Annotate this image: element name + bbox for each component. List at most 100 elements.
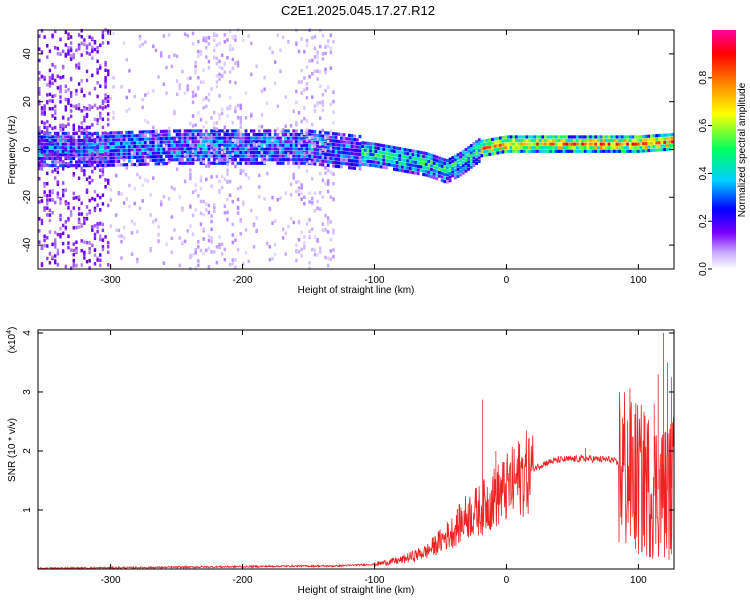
spectrogram-cell [456, 160, 460, 164]
spectrogram-cell [427, 170, 431, 174]
spectrogram-cell [345, 144, 349, 148]
spectrogram-noise-cell [313, 109, 317, 113]
spectrogram-cell [342, 140, 346, 144]
spectrogram-cell [469, 154, 473, 159]
spectrogram-cell [143, 158, 147, 163]
spectrogram-cell [191, 129, 195, 133]
spectrogram-noise-cell [80, 223, 83, 227]
spectrogram-cell [636, 142, 640, 146]
spectrogram-noise-cell [189, 205, 192, 209]
spectrogram-noise-cell [223, 247, 227, 252]
spectrogram-noise-cell [64, 108, 68, 112]
spectrogram-cell [112, 134, 115, 139]
spectrogram-noise-cell [194, 266, 197, 270]
spectrogram-noise-cell [210, 219, 213, 224]
spectrogram-cell [64, 135, 68, 139]
spectrogram-noise-cell [215, 127, 219, 132]
spectrogram-cell [618, 142, 622, 146]
spectrogram-cell [634, 149, 637, 153]
spectrogram-noise-cell [61, 166, 65, 171]
spectrogram-noise-cell [239, 232, 242, 236]
spectrogram-noise-cell [72, 264, 75, 268]
spectrogram-cell [605, 138, 608, 143]
spectrogram-cell [549, 138, 553, 143]
spectrogram-noise-cell [303, 244, 306, 249]
spectrogram-cell [167, 158, 171, 162]
spectrogram-cell [416, 150, 420, 154]
spectrogram-cell [491, 152, 494, 156]
spectrogram-cell [435, 159, 439, 163]
spectrogram-cell [120, 141, 123, 145]
spectrogram-cell [658, 141, 661, 145]
spectrogram-cell [350, 159, 354, 163]
spectrogram-noise-cell [144, 40, 147, 44]
spectrogram-noise-cell [332, 90, 335, 95]
spectrogram-cell [207, 132, 211, 137]
spectrogram-cell [165, 133, 168, 137]
spectrogram-cell [554, 142, 558, 146]
spectrogram-cell [316, 144, 319, 148]
spectrogram-cell [37, 135, 41, 139]
spectrogram-cell [597, 138, 600, 143]
spectrogram-noise-cell [51, 74, 54, 79]
spectrogram-cell [64, 131, 68, 135]
spectrogram-noise-cell [85, 125, 89, 130]
spectrogram-cell [636, 146, 640, 150]
spectrogram-noise-cell [59, 95, 62, 99]
spectrogram-cell [45, 146, 49, 150]
spectrogram-cell [467, 160, 471, 164]
spectrogram-cell [575, 142, 579, 146]
spectrogram-cell [438, 174, 441, 178]
spectrogram-noise-cell [88, 241, 91, 245]
spectrogram-cell [660, 144, 664, 148]
spectrogram-cell [337, 132, 341, 136]
spectrogram-cell [337, 157, 341, 161]
spectrogram-cell [53, 164, 57, 168]
spectrogram-noise-cell [324, 255, 327, 260]
spectrogram-cell [316, 155, 319, 159]
spectrogram-noise-cell [88, 125, 91, 130]
spectrogram-cell [634, 135, 637, 139]
spectrogram-noise-cell [96, 256, 99, 261]
spectrogram-cell [178, 136, 182, 140]
spectrogram-cell [567, 146, 571, 150]
spectrogram-noise-cell [64, 225, 68, 230]
spectrogram-noise-cell [305, 65, 309, 69]
spectrogram-cell [138, 130, 142, 134]
spectrogram-noise-cell [80, 87, 83, 92]
spectrogram-noise-cell [43, 112, 46, 116]
spectrogram-cell [204, 129, 208, 133]
spectrogram-noise-cell [279, 48, 282, 52]
spectrogram-cell [419, 161, 423, 165]
spectrogram-noise-cell [64, 155, 68, 159]
spectrogram-noise-cell [308, 160, 311, 164]
spectrogram-noise-cell [88, 175, 91, 180]
spectrogram-cell [289, 147, 293, 151]
spectrogram-noise-cell [38, 138, 41, 143]
snr-ytick-label: 1 [22, 507, 33, 513]
spectrogram-cell [88, 160, 92, 164]
spectrogram-cell [252, 132, 256, 137]
spectrogram-cell [371, 163, 375, 168]
spectrogram-cell [583, 135, 587, 139]
spectrogram-cell [141, 144, 145, 148]
spectrogram-noise-cell [93, 147, 97, 152]
spectrogram-cell [347, 162, 351, 166]
spectrogram-cell [544, 142, 547, 146]
spectrogram-noise-cell [226, 154, 229, 159]
spectrogram-noise-cell [218, 179, 221, 184]
spectrogram-cell [109, 163, 113, 167]
spectrogram-cell [273, 150, 277, 155]
spectrogram-noise-cell [59, 123, 62, 128]
spectrogram-cell [310, 129, 314, 133]
spectrogram-cell [289, 150, 293, 155]
spectrogram-cell [61, 164, 65, 168]
spectrogram-cell [114, 152, 118, 156]
spectrogram-noise-cell [329, 102, 333, 107]
spectrogram-noise-cell [311, 176, 314, 181]
spectrogram-cell [424, 166, 428, 170]
spectrogram-cell [514, 138, 518, 143]
spectrogram-noise-cell [69, 109, 73, 113]
spectrogram-xtick-label: -300 [101, 275, 121, 286]
spectrogram-noise-cell [67, 142, 70, 146]
